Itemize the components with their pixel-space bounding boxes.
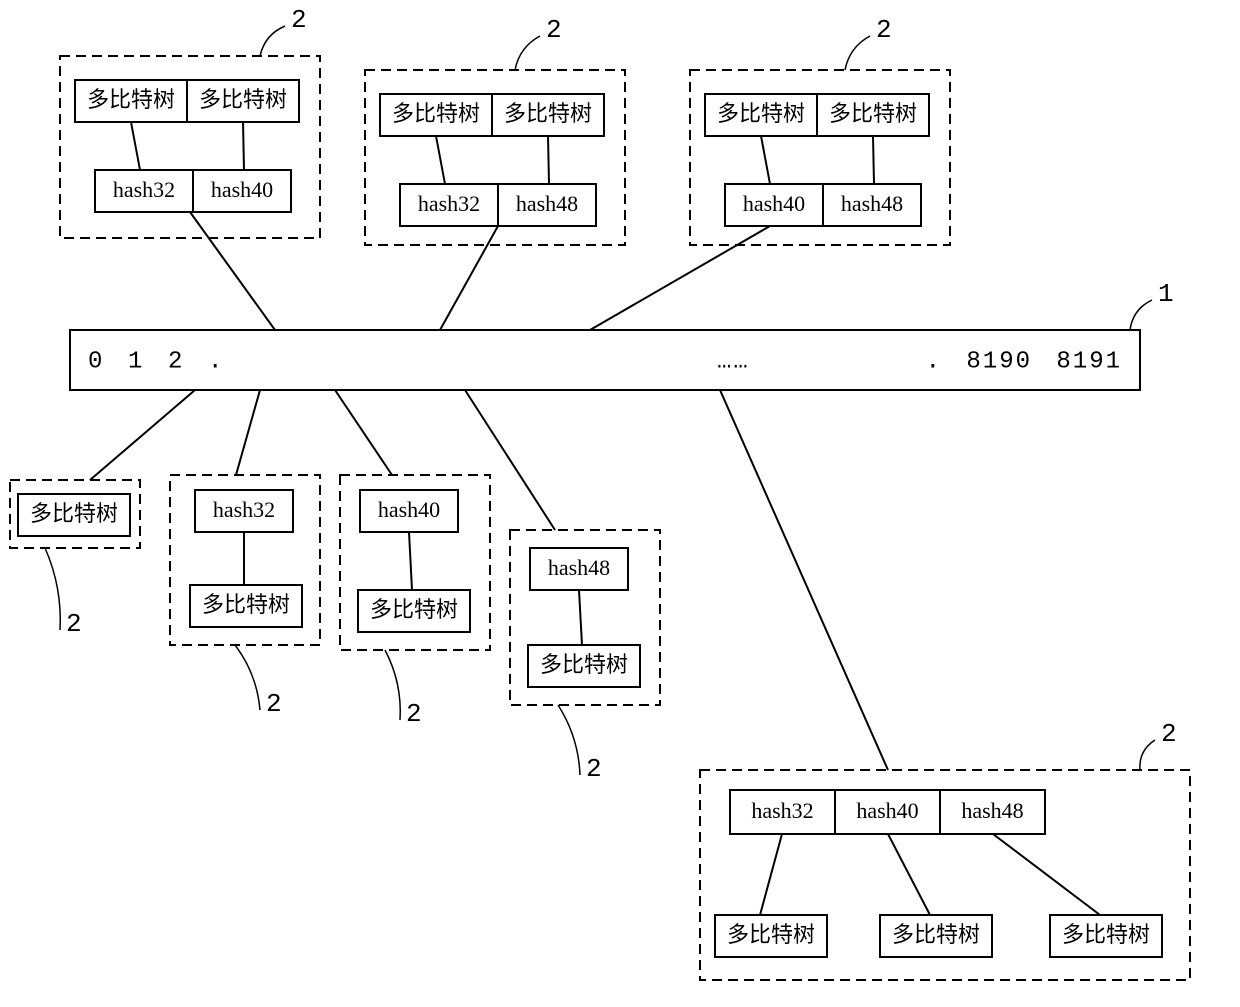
group-top-c-hash-label-1: hash48: [841, 191, 903, 216]
group-top-a-tree-label-1: 多比特树: [199, 87, 287, 112]
group-bot-b-hash-label-0: hash32: [213, 497, 275, 522]
group-bot-d-hash-label-0: hash48: [548, 555, 610, 580]
ref-top-1-num: 2: [546, 15, 564, 45]
group-bot-d-inner-conn-0: [579, 590, 582, 645]
group-top-a-inner-conn-0: [131, 122, 140, 170]
group-top-b-hash-label-1: hash48: [516, 191, 578, 216]
group-bot-a-to-bar: [90, 390, 195, 480]
group-top-a-tree-label-0: 多比特树: [87, 87, 175, 112]
ref-bot-0-num: 2: [66, 609, 84, 639]
ref-bot-4-leader: [1140, 740, 1155, 770]
ref-top-2-num: 2: [876, 15, 894, 45]
index-bar-seg-left-2: 2: [168, 348, 184, 375]
ref-bar-num: 1: [1158, 279, 1176, 309]
ref-top-0-leader: [260, 26, 285, 56]
group-bot-e-inner-conn-2: [993, 834, 1100, 915]
ref-bot-2-leader: [385, 650, 400, 720]
group-bot-e-tree-label-2: 多比特树: [1062, 922, 1150, 947]
group-bot-b-to-bar: [236, 390, 260, 475]
group-bot-d-to-bar: [465, 390, 555, 530]
group-bot-c-inner-conn-0: [409, 532, 412, 590]
ref-bot-1-leader: [235, 645, 260, 710]
index-bar-seg-right-1: 8190: [966, 348, 1032, 375]
ref-bot-4-num: 2: [1161, 719, 1179, 749]
diagram-canvas: 012.……81918190.多比特树多比特树hash32hash40多比特树多…: [0, 0, 1240, 1007]
index-bar-seg-left-3: .: [208, 348, 224, 375]
group-top-c-inner-conn-1: [873, 136, 874, 184]
index-bar-seg-right-2: .: [926, 348, 942, 375]
ref-bot-3-leader: [558, 705, 580, 775]
index-bar-dots: ……: [717, 348, 750, 375]
ref-top-2-leader: [845, 36, 870, 70]
group-top-a-to-bar: [190, 212, 275, 330]
ref-bot-2-num: 2: [406, 699, 424, 729]
group-bot-e-hash-label-0: hash32: [751, 798, 813, 823]
group-top-c-tree-label-0: 多比特树: [717, 101, 805, 126]
group-top-a-inner-conn-1: [243, 122, 244, 170]
group-bot-e-to-bar: [720, 390, 888, 770]
group-bot-b-tree-label-0: 多比特树: [202, 592, 290, 617]
group-bot-e-inner-conn-1: [888, 834, 930, 915]
group-top-b-inner-conn-0: [436, 136, 445, 184]
ref-top-1-leader: [515, 36, 540, 70]
group-top-c-to-bar: [590, 226, 770, 330]
ref-bar-leader: [1130, 300, 1152, 330]
ref-bot-0-leader: [45, 548, 60, 630]
group-top-b-tree-label-0: 多比特树: [392, 101, 480, 126]
group-bot-e-tree-label-1: 多比特树: [892, 922, 980, 947]
group-bot-c-tree-label-0: 多比特树: [370, 597, 458, 622]
group-top-b-hash-label-0: hash32: [418, 191, 480, 216]
group-bot-e-inner-conn-0: [760, 834, 782, 915]
ref-bot-3-num: 2: [586, 754, 604, 784]
group-bot-e-hash-label-1: hash40: [856, 798, 918, 823]
ref-bot-1-num: 2: [266, 689, 284, 719]
group-top-c-tree-label-1: 多比特树: [829, 101, 917, 126]
group-bot-c-hash-label-0: hash40: [378, 497, 440, 522]
index-bar-seg-left-1: 1: [128, 348, 144, 375]
group-bot-a-tree-label-0: 多比特树: [30, 501, 118, 526]
group-top-b-to-bar: [440, 226, 498, 330]
group-top-c-hash-label-0: hash40: [743, 191, 805, 216]
group-bot-e-tree-label-0: 多比特树: [727, 922, 815, 947]
group-top-b-tree-label-1: 多比特树: [504, 101, 592, 126]
group-bot-e-hash-label-2: hash48: [961, 798, 1023, 823]
group-bot-d-tree-label-0: 多比特树: [540, 652, 628, 677]
index-bar-seg-right-0: 8191: [1056, 348, 1122, 375]
group-top-b-inner-conn-1: [548, 136, 549, 184]
index-bar-seg-left-0: 0: [88, 348, 104, 375]
group-top-c-inner-conn-0: [761, 136, 770, 184]
group-top-a-hash-label-0: hash32: [113, 177, 175, 202]
group-bot-c-to-bar: [335, 390, 392, 475]
ref-top-0-num: 2: [291, 5, 309, 35]
group-top-a-hash-label-1: hash40: [211, 177, 273, 202]
